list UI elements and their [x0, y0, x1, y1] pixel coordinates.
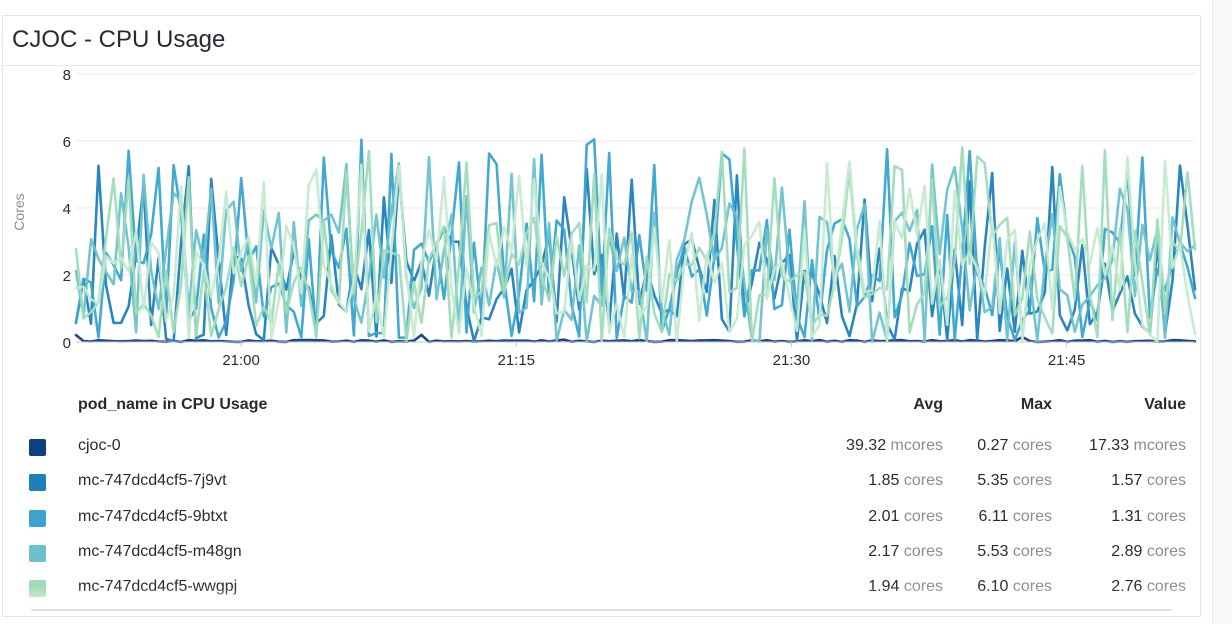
x-tick-label-21:45: 21:45 [1048, 352, 1086, 369]
value-unit: cores [1146, 472, 1186, 490]
current-value: 2.89 [1111, 542, 1143, 560]
legend-value-cell: 2.89 cores [1111, 543, 1186, 561]
cpu-usage-line-chart[interactable]: 0 2 4 6 8 Cores 21:00 21:15 21:30 21:45 [3, 66, 1201, 386]
legend-value-cell: 1.57 cores [1111, 472, 1186, 490]
legend-header-avg[interactable]: Avg [913, 396, 943, 413]
legend-color-swatch [29, 509, 46, 527]
avg-unit: cores [903, 472, 943, 490]
avg-unit: mcores [890, 437, 943, 454]
panel-title[interactable]: CJOC - CPU Usage [12, 26, 226, 53]
avg-value: 1.85 [868, 472, 900, 490]
legend-header-max[interactable]: Max [1020, 396, 1052, 413]
legend-row[interactable]: mc-747dcd4cf5-7j9vt 1.85 cores 5.35 cores 1… [3, 464, 1200, 499]
max-value: 6.11 [978, 507, 1009, 525]
x-tick-label-21:30: 21:30 [773, 352, 811, 369]
legend-value-cell: 1.31 cores [1111, 508, 1186, 526]
max-value: 5.53 [977, 542, 1009, 560]
legend-pod-name[interactable]: mc-747dcd4cf5-m48gn [78, 542, 242, 560]
legend-row[interactable]: mc-747dcd4cf5-m48gn 2.17 cores 5.53 cores 2… [3, 535, 1200, 570]
legend-avg-cell: 2.01 cores [868, 508, 943, 526]
legend-color-swatch [29, 439, 46, 456]
y-axis-label: Cores [11, 193, 27, 230]
chart-axes: 0 2 4 6 8 Cores 21:00 21:15 21:30 21:45 [11, 67, 1195, 369]
avg-value: 2.01 [868, 507, 900, 525]
page-scrollbar-track[interactable] [1212, 0, 1232, 624]
value-unit: cores [1146, 507, 1186, 525]
legend-pod-name[interactable]: cjoc-0 [78, 437, 121, 454]
legend-max-cell: 5.35 cores [977, 472, 1052, 490]
max-unit: cores [1012, 472, 1052, 490]
current-value: 1.31 [1111, 507, 1143, 525]
legend-pod-name[interactable]: mc-747dcd4cf5-9btxt [78, 507, 228, 525]
series-line-cjoc-0 [74, 333, 1197, 344]
legend-header-pod-name[interactable]: pod_name in CPU Usage [78, 396, 268, 413]
legend-pod-name[interactable]: mc-747dcd4cf5-7j9vt [78, 472, 227, 490]
legend-color-swatch [29, 544, 46, 562]
legend-overflow-fade [3, 586, 1200, 616]
legend-avg-cell: 1.85 cores [868, 472, 943, 490]
horizontal-scrollbar[interactable] [31, 609, 1172, 611]
x-tick-label-21:00: 21:00 [222, 352, 260, 369]
title-divider [3, 65, 1200, 66]
y-tick-label-8: 8 [63, 67, 71, 84]
avg-unit: cores [903, 542, 943, 560]
x-tick-label-21:15: 21:15 [497, 352, 535, 369]
cpu-usage-panel: CJOC - CPU Usage 0 2 4 6 8 Cores 21:00 21:15 21:… [2, 15, 1201, 617]
legend-max-cell: 5.53 cores [977, 543, 1052, 561]
current-value: 1.57 [1111, 472, 1143, 490]
avg-unit: cores [903, 507, 943, 525]
max-unit: cores [1012, 437, 1052, 454]
avg-value: 2.17 [868, 542, 900, 560]
legend-row[interactable]: mc-747dcd4cf5-9btxt 2.01 cores 6.11 cores 1… [3, 500, 1200, 535]
series-line-mc-747dcd4cf5-p4xl5 [74, 155, 1197, 344]
legend-avg-cell: 39.32 mcores [846, 437, 943, 455]
max-unit: cores [1012, 542, 1052, 560]
legend-row[interactable]: cjoc-0 39.32 mcores 0.27 cores 17.33 mcores [3, 429, 1200, 464]
legend-max-cell: 6.11 cores [978, 508, 1052, 526]
y-tick-label-4: 4 [63, 201, 71, 218]
legend-max-cell: 0.27 cores [977, 437, 1052, 455]
avg-value: 39.32 [846, 437, 887, 454]
chart-series-group [74, 138, 1197, 344]
y-tick-label-0: 0 [63, 335, 71, 352]
legend-value-cell: 17.33 mcores [1089, 437, 1186, 455]
max-value: 0.27 [977, 437, 1009, 454]
y-tick-label-2: 2 [63, 268, 71, 285]
series-line-mc-747dcd4cf5-7j9vt [74, 164, 1197, 343]
legend-header-value[interactable]: Value [1144, 396, 1186, 413]
y-tick-label-6: 6 [63, 134, 71, 151]
legend-color-swatch [29, 474, 46, 492]
legend-avg-cell: 2.17 cores [868, 543, 943, 561]
max-unit: cores [1012, 507, 1052, 525]
value-unit: mcores [1133, 437, 1186, 454]
max-value: 5.35 [977, 472, 1009, 490]
current-value: 17.33 [1089, 437, 1130, 454]
value-unit: cores [1146, 542, 1186, 560]
